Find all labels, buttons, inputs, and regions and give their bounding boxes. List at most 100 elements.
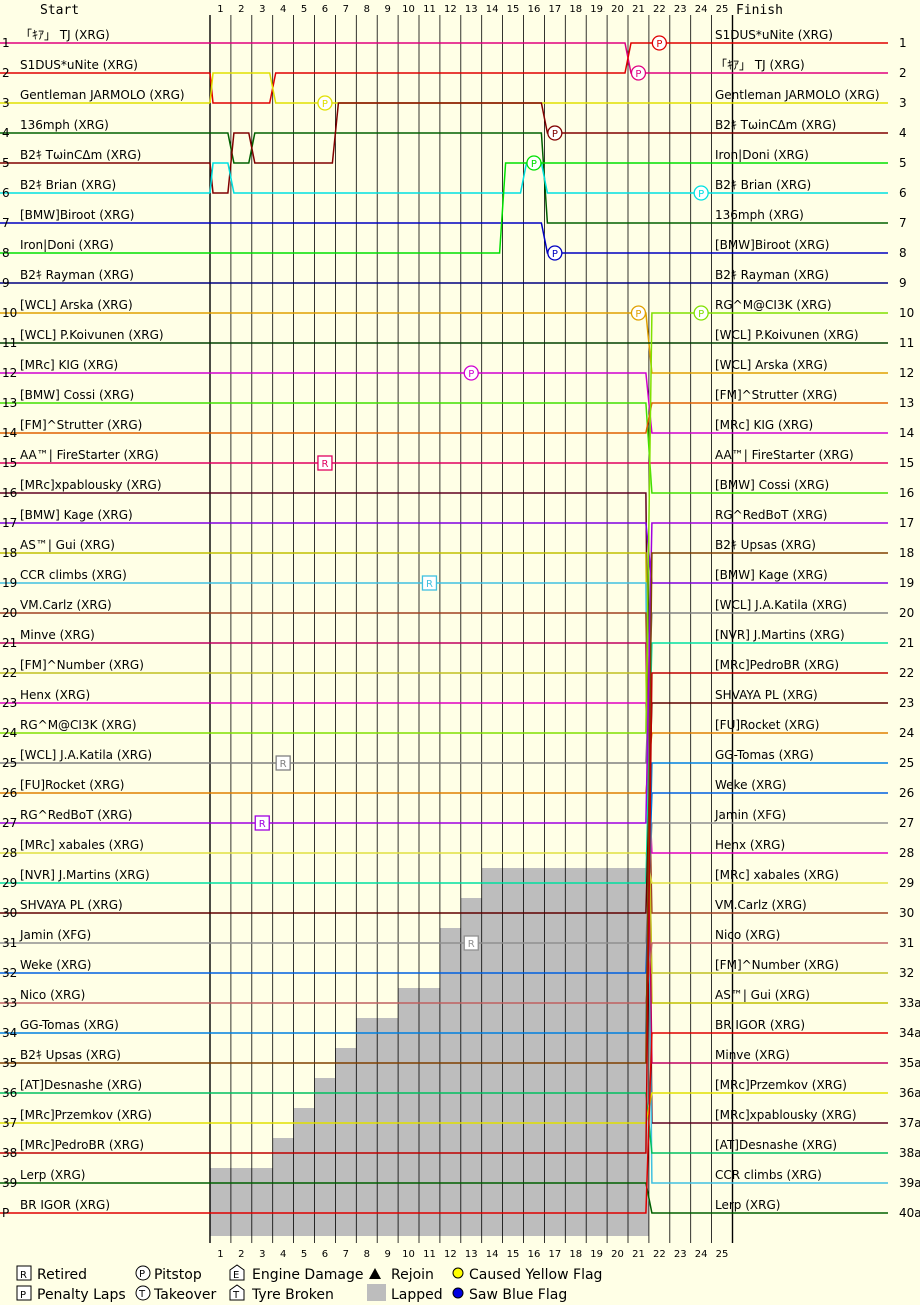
lap-number-top: 1 <box>217 4 223 15</box>
finish-position-number: 37a <box>899 1116 920 1130</box>
start-driver-label: Weke (XRG) <box>20 958 91 972</box>
start-header: Start <box>40 3 79 18</box>
legend-engine-label: Engine Damage <box>252 1267 364 1283</box>
legend-penalty-label: Penalty Laps <box>37 1287 126 1303</box>
lap-number-bottom: 23 <box>674 1249 687 1260</box>
lap-number-bottom: 16 <box>528 1249 541 1260</box>
start-driver-label: 「ｷｱ」 TJ (XRG) <box>20 28 110 42</box>
lapped-block <box>607 868 628 1236</box>
finish-driver-label: B2ｷ Upsas (XRG) <box>715 538 816 552</box>
legend-takeover-label: Takeover <box>153 1287 216 1303</box>
penalty-icon-glyph: P <box>20 1290 26 1301</box>
legend-retired: R Retired <box>16 1265 87 1283</box>
driver-position-line <box>210 552 733 1064</box>
start-position-number: 21 <box>2 636 17 650</box>
start-position-number: 22 <box>2 666 17 680</box>
lap-number-top: 16 <box>528 4 541 15</box>
start-position-number: 31 <box>2 936 17 950</box>
finish-position-number: 19 <box>899 576 914 590</box>
start-driver-label: SHVAYA PL (XRG) <box>20 898 123 912</box>
start-driver-label: Lerp (XRG) <box>20 1168 85 1182</box>
penalty-icon <box>16 1285 32 1301</box>
legend-tyre-label: Tyre Broken <box>251 1287 334 1303</box>
legend-rejoin: Rejoin <box>369 1267 434 1283</box>
lap-number-top: 12 <box>444 4 457 15</box>
marker-glyph: R <box>468 939 475 950</box>
legend-pitstop: P Pitstop <box>135 1265 202 1283</box>
start-driver-label: [BMW]Biroot (XRG) <box>20 208 134 222</box>
start-driver-label: BR IGOR (XRG) <box>20 1198 110 1212</box>
lap-number-top: 6 <box>322 4 328 15</box>
start-position-number: 18 <box>2 546 17 560</box>
takeover-icon <box>135 1285 151 1301</box>
lap-number-bottom: 7 <box>343 1249 349 1260</box>
finish-position-number: 35a <box>899 1056 920 1070</box>
lap-number-top: 23 <box>674 4 687 15</box>
lap-number-top: 17 <box>548 4 561 15</box>
start-driver-label: B2ｷ TωinCΔm (XRG) <box>20 148 141 162</box>
legend: R Retired P Penalty Laps P Pitstop T Tak… <box>16 1264 602 1303</box>
finish-driver-label: RG^RedBoT (XRG) <box>715 508 827 522</box>
finish-driver-label: AS™| Gui (XRG) <box>715 988 810 1002</box>
lap-number-top: 11 <box>423 4 436 15</box>
start-driver-label: B2ｷ Brian (XRG) <box>20 178 116 192</box>
chart-grid: 1122334455667788991010111112121313141415… <box>209 4 734 1260</box>
start-driver-label: Iron|Doni (XRG) <box>20 238 114 252</box>
position-row-lines <box>0 42 888 1214</box>
start-driver-label: [NVR] J.Martins (XRG) <box>20 868 150 882</box>
finish-position-number: 8 <box>899 246 907 260</box>
pitstop-marker <box>547 245 563 261</box>
lap-number-top: 10 <box>402 4 415 15</box>
lapped-block <box>272 1138 294 1236</box>
finish-position-number: 33a <box>899 996 920 1010</box>
lapped-block <box>210 1168 231 1236</box>
engine-damage-icon <box>229 1264 245 1281</box>
lapped-block <box>460 898 482 1236</box>
finish-driver-label: [MRc] xabales (XRG) <box>715 868 839 882</box>
retired-marker <box>317 455 333 471</box>
finish-driver-label: Weke (XRG) <box>715 778 786 792</box>
lap-number-top: 15 <box>507 4 520 15</box>
lapped-block <box>481 868 503 1236</box>
start-driver-label: [MRc]xpablousky (XRG) <box>20 478 162 492</box>
lap-number-bottom: 18 <box>569 1249 582 1260</box>
start-position-number: 14 <box>2 426 17 440</box>
finish-position-number: 23 <box>899 696 914 710</box>
start-driver-label: RG^RedBoT (XRG) <box>20 808 132 822</box>
start-position-number: 23 <box>2 696 17 710</box>
start-position-number: 26 <box>2 786 17 800</box>
finish-position-number: 31 <box>899 936 914 950</box>
finish-position-number: 3 <box>899 96 907 110</box>
lap-number-bottom: 22 <box>653 1249 666 1260</box>
start-position-number: 2 <box>2 66 10 80</box>
start-position-number: 8 <box>2 246 10 260</box>
lap-number-bottom: 1 <box>217 1249 223 1260</box>
lap-number-top: 24 <box>695 4 708 15</box>
start-driver-label: CCR climbs (XRG) <box>20 568 127 582</box>
lap-number-bottom: 6 <box>322 1249 328 1260</box>
lap-number-bottom: 8 <box>364 1249 370 1260</box>
lapped-block <box>230 1168 252 1236</box>
lap-number-top: 8 <box>364 4 370 15</box>
retired-marker <box>421 575 438 591</box>
start-driver-label: [WCL] P.Koivunen (XRG) <box>20 328 164 342</box>
finish-driver-label: [NVR] J.Martins (XRG) <box>715 628 845 642</box>
finish-driver-label: [WCL] Arska (XRG) <box>715 358 828 372</box>
start-driver-label: AS™| Gui (XRG) <box>20 538 115 552</box>
start-position-number: 11 <box>2 336 17 350</box>
finish-driver-label: SHVAYA PL (XRG) <box>715 688 818 702</box>
start-driver-label: Jamin (XFG) <box>19 928 91 942</box>
legend-rejoin-label: Rejoin <box>391 1267 434 1283</box>
marker-glyph: P <box>698 309 704 320</box>
marker-glyph: R <box>426 579 433 590</box>
lapped-block <box>586 868 608 1236</box>
start-position-number: 9 <box>2 276 10 290</box>
finish-driver-label: B2ｷ TωinCΔm (XRG) <box>715 118 836 132</box>
start-driver-label: RG^M@CI3K (XRG) <box>20 718 137 732</box>
lapped-block <box>523 868 545 1236</box>
start-driver-label: [MRc]PedroBR (XRG) <box>20 1138 144 1152</box>
finish-header: Finish <box>736 3 783 18</box>
legend-yellow: Caused Yellow Flag <box>452 1267 602 1283</box>
lap-number-top: 22 <box>653 4 666 15</box>
finish-driver-label: B2ｷ Brian (XRG) <box>715 178 811 192</box>
